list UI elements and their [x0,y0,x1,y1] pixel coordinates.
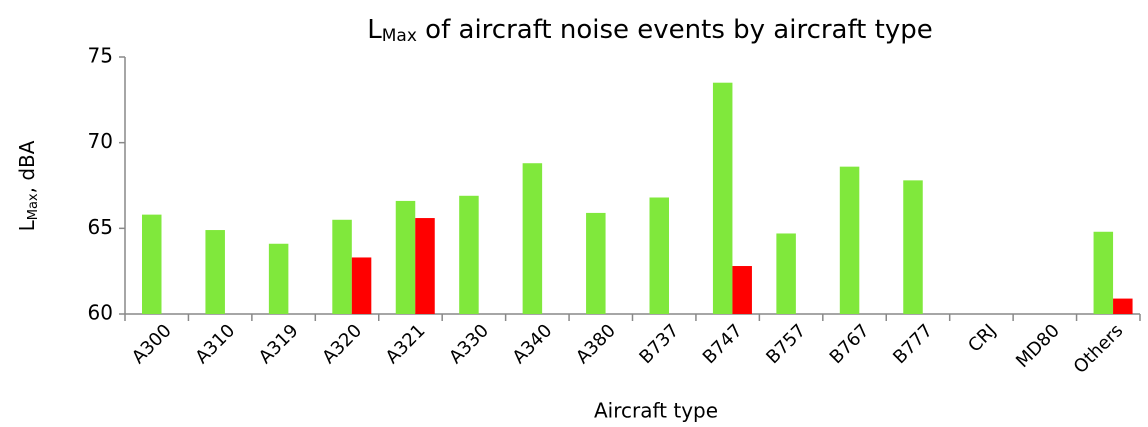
x-tick-label: B767 [826,320,874,368]
chart-title: LMax of aircraft noise events by aircraf… [367,15,932,47]
title-rest: of aircraft noise events by aircraft typ… [417,15,933,45]
bar [332,219,352,314]
bar [776,233,796,314]
y-label-main: L [15,219,39,231]
x-tick-label: A340 [509,320,557,368]
x-tick-label: A319 [255,320,303,368]
bar [586,212,606,314]
x-tick-label: Others [1070,320,1128,378]
x-tick-label: A310 [191,320,239,368]
y-label-sub: Max [26,193,41,220]
y-tick-label: 75 [88,44,113,68]
bar [1093,231,1114,314]
bar [649,197,669,314]
x-tick-label: A321 [382,320,430,368]
bar [903,180,923,314]
x-tick-label: B777 [889,320,937,368]
y-tick-label: 65 [88,215,113,239]
bar [712,82,733,314]
y-label-rest: , dBA [15,140,39,193]
bar [351,257,372,314]
bar [732,266,752,314]
x-tick-label: CRJ [964,320,1000,356]
bar [1113,298,1133,314]
x-tick-label: A380 [572,320,620,368]
bar [395,200,416,314]
title-sub: Max [382,26,417,46]
x-tick-label: A330 [445,320,493,368]
x-tick-label: A300 [128,320,176,368]
x-tick-label: MD80 [1012,320,1064,372]
bar [839,166,860,314]
x-axis-label: Aircraft type [594,399,718,423]
x-tick-label: B737 [635,320,683,368]
y-axis-label: LMax, dBA [15,140,41,231]
x-tick-label: A320 [318,320,366,368]
y-tick-label: 70 [88,129,113,153]
bar [522,163,543,314]
bar [142,214,162,314]
bar [459,195,479,314]
title-main: L [367,15,382,45]
bar [415,218,435,314]
y-tick-label: 60 [88,301,113,325]
x-tick-label: B747 [699,320,747,368]
x-tick-label: B757 [762,320,810,368]
bar [205,230,225,314]
bar [268,243,289,314]
